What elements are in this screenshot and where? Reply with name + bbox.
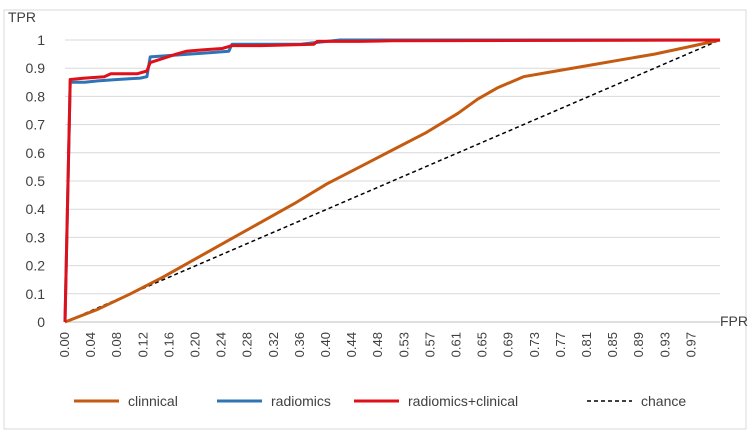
x-tick-label: 0.65 <box>475 332 490 357</box>
x-tick-label: 0.69 <box>501 332 516 357</box>
series-line-radiomics-clinical <box>63 38 721 323</box>
x-axis-title: FPR <box>720 313 748 329</box>
y-tick-label: 0.2 <box>26 258 46 274</box>
y-tick-label: 0.9 <box>26 60 46 76</box>
x-tick-label: 0.28 <box>240 332 255 357</box>
legend-label: radiomics+clinical <box>408 393 518 409</box>
plot-area-border <box>3 9 747 430</box>
x-tick-label: 0.20 <box>188 332 203 357</box>
x-tick-label: 0.12 <box>135 332 150 357</box>
x-tick-label: 0.44 <box>344 332 359 357</box>
y-tick-label: 0.3 <box>26 229 46 245</box>
series-line-clinnical <box>64 38 721 324</box>
x-tick-label: 0.40 <box>318 332 333 357</box>
legend: clinnical radiomics radiomics+clinical chan… <box>74 393 686 409</box>
x-tick-label: 0.00 <box>57 332 72 357</box>
y-tick-label: 0.4 <box>26 201 46 217</box>
x-tick-label: 0.04 <box>83 332 98 357</box>
x-tick-label: 0.16 <box>161 332 176 357</box>
x-tick-label: 0.81 <box>579 332 594 357</box>
x-tick-label: 0.61 <box>449 332 464 357</box>
y-tick-label: 0.7 <box>26 117 46 133</box>
x-tick-label: 0.08 <box>109 332 124 357</box>
x-tick-label: 0.57 <box>422 332 437 357</box>
y-axis-title: TPR <box>8 9 36 25</box>
x-tick-label: 0.53 <box>396 332 411 357</box>
x-tick-label: 0.97 <box>683 332 698 357</box>
legend-label: chance <box>641 393 686 409</box>
x-tick-label: 0.48 <box>370 332 385 357</box>
y-tick-label: 0.5 <box>26 173 46 189</box>
x-tick-label: 0.85 <box>605 332 620 357</box>
legend-label: clinnical <box>128 393 178 409</box>
y-tick-label: 0.1 <box>26 286 46 302</box>
x-tick-label: 0.93 <box>657 332 672 357</box>
series-lines <box>63 38 721 324</box>
x-axis-ticks: 0.00 0.04 0.08 0.12 0.16 0.20 0.24 0.28 0.32 0.36… <box>57 332 698 357</box>
y-tick-label: 0.6 <box>26 145 46 161</box>
x-tick-label: 0.32 <box>266 332 281 357</box>
legend-label: radiomics <box>271 393 331 409</box>
x-tick-label: 0.36 <box>292 332 307 357</box>
y-axis-ticks: 0 0.1 0.2 0.3 0.4 0.5 0.6 0.7 0.8 0.9 1 <box>26 32 46 330</box>
y-tick-label: 0 <box>37 314 45 330</box>
y-tick-label: 1 <box>37 32 45 48</box>
x-tick-label: 0.24 <box>214 332 229 357</box>
y-tick-label: 0.8 <box>26 88 46 104</box>
x-tick-label: 0.73 <box>527 332 542 357</box>
x-tick-label: 0.89 <box>631 332 646 357</box>
x-tick-label: 0.77 <box>553 332 568 357</box>
